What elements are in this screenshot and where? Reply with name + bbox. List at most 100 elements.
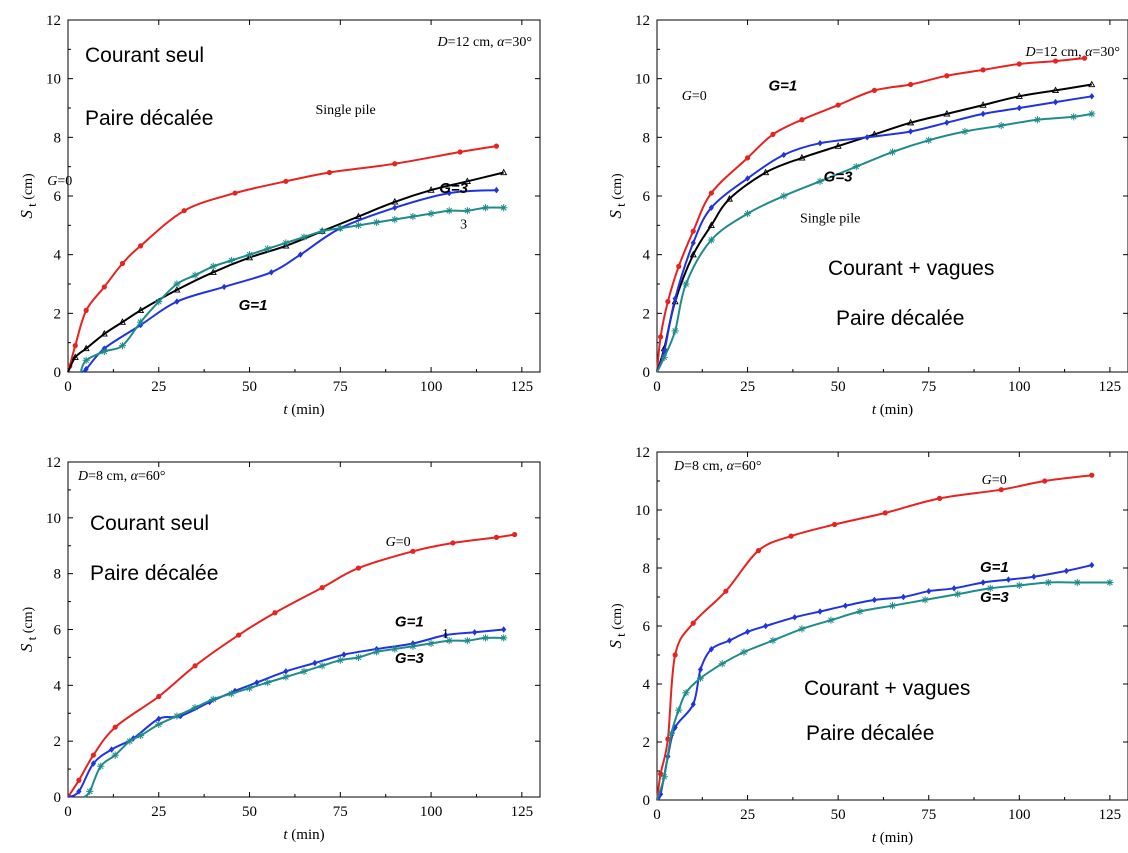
data-point <box>1015 581 1023 589</box>
data-point <box>227 256 235 265</box>
data-point <box>101 284 107 290</box>
series-label-g3: G=3 <box>980 589 1009 606</box>
series-line <box>83 636 504 798</box>
data-point <box>1089 561 1095 569</box>
x-tick-label: 0 <box>653 807 661 823</box>
data-point <box>118 342 127 350</box>
data-point <box>780 192 788 200</box>
data-point <box>126 737 134 745</box>
data-point <box>264 245 272 253</box>
data-point <box>391 215 399 224</box>
chart-panel-top-left: 0 25 50 75 100 125 0 2 4 6 8 10 12 t (min) S t (cm) Cou… <box>17 13 541 418</box>
x-tick-label: 25 <box>151 804 166 820</box>
data-point <box>410 548 416 554</box>
data-point <box>119 260 126 267</box>
data-point <box>1044 578 1052 587</box>
y-axis-label: S t (cm) <box>606 603 628 649</box>
data-point <box>744 175 751 182</box>
data-point <box>658 791 664 798</box>
y-tick-label: 0 <box>54 365 62 381</box>
data-point <box>980 110 986 118</box>
y-tick-label: 4 <box>54 678 62 694</box>
data-point <box>427 639 435 648</box>
data-point <box>443 631 449 639</box>
data-point <box>427 186 435 193</box>
data-point <box>137 731 145 740</box>
y-axis-label: S t (cm) <box>606 173 628 219</box>
data-point <box>137 306 145 314</box>
series-label-g1: G=1 <box>395 614 424 631</box>
data-point <box>1016 61 1022 67</box>
data-point <box>937 495 943 501</box>
data-point <box>481 634 490 642</box>
series-line <box>656 95 1092 373</box>
series-label-g0: G=0 <box>982 473 1007 488</box>
data-point <box>137 318 145 326</box>
x-tick-label: 50 <box>242 379 257 395</box>
data-point <box>676 263 682 269</box>
series-label-three: 3 <box>460 217 467 232</box>
data-point <box>997 122 1005 130</box>
data-point <box>1088 110 1096 118</box>
data-point <box>472 629 478 636</box>
series-line <box>67 171 504 373</box>
x-tick-label: 100 <box>420 379 443 395</box>
data-point <box>138 243 144 249</box>
data-point <box>463 207 471 215</box>
data-point <box>1005 576 1012 583</box>
data-point <box>500 204 508 212</box>
data-point <box>925 136 933 144</box>
x-tick-label: 50 <box>242 804 257 820</box>
data-point <box>708 204 714 211</box>
data-point <box>268 269 274 276</box>
data-point <box>511 531 518 538</box>
data-point <box>708 646 714 653</box>
x-tick-label: 100 <box>1008 379 1031 395</box>
y-tick-label: 0 <box>54 790 62 806</box>
data-point <box>980 67 986 73</box>
y-tick-label: 0 <box>643 365 651 381</box>
y-tick-label: 12 <box>46 455 61 471</box>
data-point <box>283 178 289 184</box>
series-g-3 <box>656 110 1096 373</box>
data-point <box>707 236 715 244</box>
data-point <box>297 251 303 258</box>
data-point <box>177 712 184 720</box>
data-point <box>493 534 500 540</box>
data-point <box>660 353 668 361</box>
data-point <box>744 628 751 635</box>
y-tick-label: 2 <box>54 734 62 750</box>
data-point <box>209 268 217 275</box>
data-point <box>500 634 508 642</box>
data-point <box>118 318 127 325</box>
series-line <box>656 474 1092 801</box>
data-point <box>493 186 500 194</box>
y-tick-label: 6 <box>54 623 62 639</box>
data-point <box>667 729 676 737</box>
data-point <box>900 593 906 601</box>
data-point <box>1088 80 1096 88</box>
series-label-g1: G=1 <box>980 559 1009 576</box>
data-point <box>665 736 671 742</box>
data-point <box>660 773 668 781</box>
overlay-text: Courant + vagues <box>828 257 994 280</box>
data-point <box>871 87 877 93</box>
data-point <box>191 271 199 279</box>
data-point <box>373 648 381 656</box>
data-point <box>1051 86 1060 94</box>
data-point <box>221 283 227 291</box>
y-tick-label: 4 <box>54 248 62 264</box>
data-point <box>1070 113 1078 121</box>
data-point <box>90 760 97 767</box>
overlay-text: Paire décalée <box>90 562 218 585</box>
y-axis-label: S t (cm) <box>17 607 39 653</box>
y-tick-label: 8 <box>54 130 62 146</box>
data-point <box>450 540 456 546</box>
data-point <box>792 614 798 621</box>
data-point <box>282 239 290 247</box>
data-point <box>690 620 696 626</box>
data-point <box>921 596 929 604</box>
data-point <box>788 533 794 539</box>
data-point <box>770 131 776 137</box>
data-point <box>90 752 97 758</box>
